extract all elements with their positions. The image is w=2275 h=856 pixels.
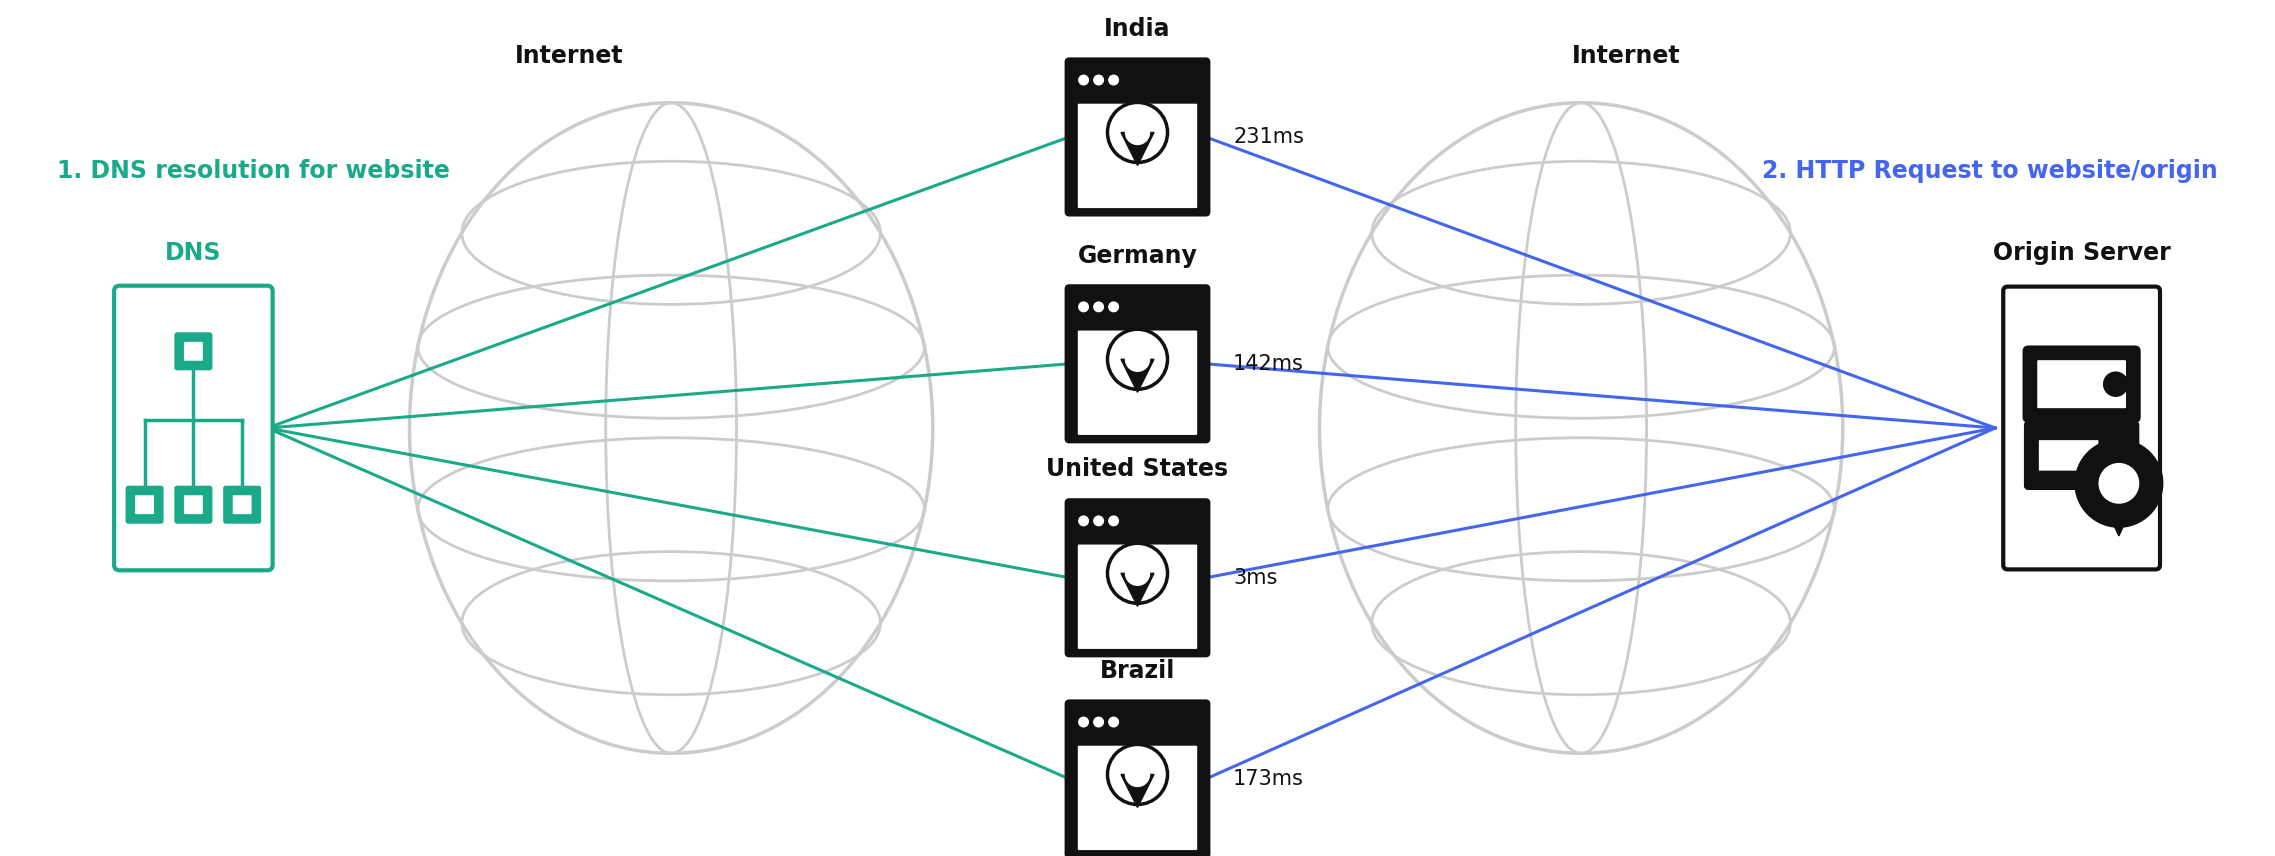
Circle shape bbox=[2100, 464, 2138, 503]
FancyBboxPatch shape bbox=[2025, 348, 2138, 421]
FancyBboxPatch shape bbox=[225, 487, 259, 522]
FancyBboxPatch shape bbox=[1078, 330, 1197, 435]
Circle shape bbox=[1126, 121, 1149, 145]
Circle shape bbox=[2075, 439, 2164, 527]
Circle shape bbox=[1108, 302, 1119, 312]
Circle shape bbox=[1078, 302, 1087, 312]
Text: 231ms: 231ms bbox=[1233, 127, 1304, 147]
FancyBboxPatch shape bbox=[175, 487, 212, 522]
Text: Origin Server: Origin Server bbox=[1993, 241, 2170, 265]
Circle shape bbox=[1126, 763, 1149, 787]
Circle shape bbox=[2104, 372, 2127, 396]
Text: Internet: Internet bbox=[514, 45, 623, 68]
FancyBboxPatch shape bbox=[2038, 440, 2098, 456]
FancyBboxPatch shape bbox=[1067, 701, 1208, 856]
FancyBboxPatch shape bbox=[1078, 544, 1197, 649]
FancyBboxPatch shape bbox=[1067, 500, 1208, 656]
FancyBboxPatch shape bbox=[1067, 59, 1208, 215]
FancyBboxPatch shape bbox=[134, 496, 155, 514]
Circle shape bbox=[1126, 562, 1149, 586]
FancyBboxPatch shape bbox=[2004, 287, 2159, 569]
Polygon shape bbox=[1122, 574, 1153, 606]
Text: 3ms: 3ms bbox=[1233, 568, 1279, 588]
FancyBboxPatch shape bbox=[2038, 455, 2098, 471]
Text: 173ms: 173ms bbox=[1233, 769, 1304, 789]
Circle shape bbox=[1094, 75, 1103, 85]
FancyBboxPatch shape bbox=[184, 496, 202, 514]
FancyBboxPatch shape bbox=[184, 342, 202, 360]
Circle shape bbox=[1108, 75, 1119, 85]
Polygon shape bbox=[1122, 360, 1153, 392]
Circle shape bbox=[1108, 516, 1119, 526]
Circle shape bbox=[1078, 717, 1087, 727]
FancyBboxPatch shape bbox=[1078, 104, 1197, 208]
Polygon shape bbox=[2095, 484, 2143, 536]
Circle shape bbox=[1094, 516, 1103, 526]
Polygon shape bbox=[1122, 133, 1153, 165]
Circle shape bbox=[1078, 516, 1087, 526]
Text: Germany: Germany bbox=[1078, 243, 1197, 267]
FancyBboxPatch shape bbox=[2025, 423, 2138, 488]
Text: Brazil: Brazil bbox=[1099, 658, 1176, 683]
Text: DNS: DNS bbox=[166, 241, 221, 265]
Text: 142ms: 142ms bbox=[1233, 354, 1304, 374]
FancyBboxPatch shape bbox=[127, 487, 162, 522]
Text: United States: United States bbox=[1046, 457, 1228, 481]
Circle shape bbox=[1126, 348, 1149, 372]
Text: Internet: Internet bbox=[1572, 45, 1681, 68]
FancyBboxPatch shape bbox=[114, 286, 273, 570]
Circle shape bbox=[1078, 75, 1087, 85]
Circle shape bbox=[1108, 717, 1119, 727]
FancyBboxPatch shape bbox=[175, 334, 212, 369]
Text: India: India bbox=[1103, 16, 1172, 41]
Circle shape bbox=[1094, 717, 1103, 727]
Text: 1. DNS resolution for website: 1. DNS resolution for website bbox=[57, 159, 450, 183]
FancyBboxPatch shape bbox=[1067, 286, 1208, 442]
Circle shape bbox=[1094, 302, 1103, 312]
FancyBboxPatch shape bbox=[1078, 746, 1197, 850]
Text: 2. HTTP Request to website/origin: 2. HTTP Request to website/origin bbox=[1763, 159, 2218, 183]
FancyBboxPatch shape bbox=[2036, 360, 2127, 408]
FancyBboxPatch shape bbox=[232, 496, 253, 514]
Polygon shape bbox=[1122, 775, 1153, 807]
